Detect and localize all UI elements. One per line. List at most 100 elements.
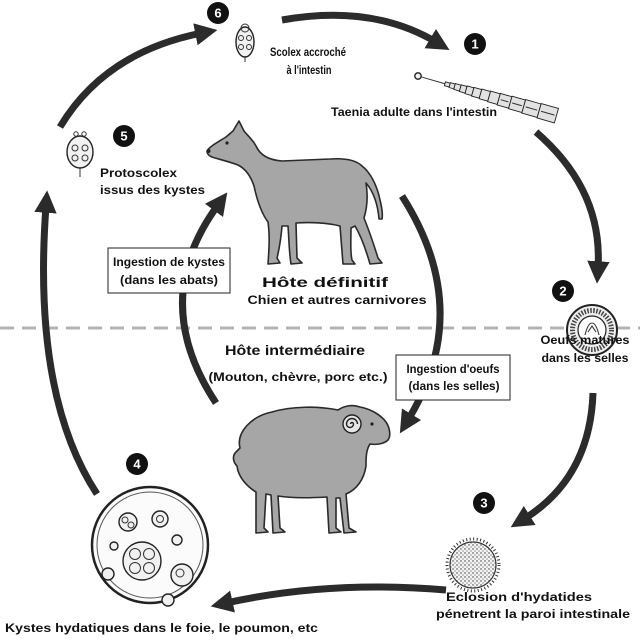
sheep-horn-spiral: [345, 417, 359, 429]
ingestion-eggs-box-frame: [395, 354, 511, 401]
proglottid-uterus: [525, 106, 538, 111]
brood-capsule: [118, 512, 138, 532]
stage-1-label-line-1: Taenia adulte dans l'intestin: [331, 105, 497, 119]
tapeworm-scolex: [414, 72, 422, 80]
protoscolex-sucker: [81, 144, 89, 152]
stage-2-badge-circle: [552, 280, 574, 302]
stage-4-badge-circle: [126, 453, 148, 475]
stage-5-label-line-2: issus des kystes: [100, 183, 205, 197]
dog-silhouette: [206, 120, 384, 265]
protoscolex-sucker: [81, 154, 89, 162]
intermediate-host-subtitle: (Mouton, chèvre, porc etc.): [209, 370, 388, 384]
scolex-sucker: [246, 44, 252, 50]
sheep-horn-base: [342, 414, 362, 434]
ingestion-cysts-line-2: (dans les abats): [120, 273, 218, 287]
brood-capsule: [109, 541, 119, 551]
dog-illustration: [206, 120, 384, 265]
proglottid-uterus: [500, 99, 509, 103]
ingestion-cysts-line-1: Ingestion de kystes: [113, 255, 225, 269]
arrow-stage5-to-stage6: [56, 23, 218, 129]
stage-1-badge-circle: [464, 33, 486, 55]
brood-capsule: [171, 534, 183, 546]
hatching-oncosphere-illustration: [445, 537, 501, 593]
stage-5-number: 5: [120, 129, 127, 144]
ingestion-cysts-box-frame: [107, 247, 231, 294]
protoscolex-in-capsule: [121, 516, 129, 524]
arrow-stage6-to-stage1: [281, 11, 450, 50]
protoscolex-in-capsule: [156, 515, 164, 523]
sheep-silhouette: [232, 404, 391, 534]
brood-capsule: [122, 541, 162, 581]
arrow-to-definitive-host: [179, 192, 228, 405]
dog-eye: [225, 141, 229, 145]
stage-5-badge: 5: [113, 125, 135, 147]
brood-capsule: [161, 593, 175, 607]
stage-6-badge: 6: [207, 2, 229, 24]
oncosphere-body: [449, 541, 497, 589]
cyst-germinal-layer: [96, 491, 204, 599]
protoscolex-hook: [81, 131, 87, 137]
adult-tapeworm-illustration: [414, 72, 560, 124]
arrow-stage1-to-stage2: [533, 129, 610, 284]
stage-1-badge: 1: [464, 33, 486, 55]
oncosphere-spikes: [445, 537, 501, 593]
brood-capsule: [170, 563, 194, 587]
protoscolex-in-capsule: [129, 562, 141, 574]
stage-3-label-line-1: Eclosion d'hydatides: [446, 590, 592, 604]
arrow-stage4-to-stage5: [34, 190, 100, 496]
protoscolex-in-capsule: [143, 562, 155, 574]
stage-6-badge-circle: [207, 2, 229, 24]
scolex-rostellum: [240, 23, 250, 33]
stage-2-label-line-1: Oeufs matures: [541, 333, 630, 347]
brood-capsule: [101, 567, 115, 581]
arrow-stage3-to-stage4: [210, 583, 447, 613]
mature-egg-illustration: [566, 304, 618, 356]
proglottid-uterus: [540, 110, 555, 116]
protoscolex-in-capsule: [127, 521, 135, 529]
ingestion-eggs-line-2: (dans les selles): [409, 379, 500, 393]
stage-4-label-line-1: Kystes hydatiques dans le foie, le poumo…: [5, 621, 318, 635]
proglottid-uterus: [512, 102, 522, 107]
stage-3-badge: 3: [473, 492, 495, 514]
protoscolex-body: [66, 135, 94, 169]
brood-capsule: [151, 510, 169, 528]
stage-2-label-line-2: dans les selles: [542, 351, 629, 365]
stage-6-label-line-2: à l'intestin: [287, 63, 332, 77]
protoscolex-sucker: [71, 144, 79, 152]
definitive-host-subtitle: Chien et autres carnivores: [248, 293, 427, 307]
ingestion-cysts-box: Ingestion de kystes (dans les abats): [107, 247, 231, 294]
tapeworm-neck: [420, 76, 446, 85]
sheep-eye: [370, 422, 374, 426]
protoscolex-hook: [73, 131, 79, 137]
stage-2-number: 2: [559, 284, 566, 299]
protoscolex-in-capsule: [129, 548, 141, 560]
stage-5-label-line-1: Protoscolex: [100, 166, 177, 180]
hydatid-cyst-illustration: [90, 485, 210, 607]
stage-6-label-line-1: Scolex accroché: [270, 45, 346, 59]
intermediate-host-title: Hôte intermédiaire: [225, 342, 365, 358]
ingestion-eggs-line-1: Ingestion d'oeufs: [407, 362, 500, 376]
scolex-sucker: [238, 44, 244, 50]
scolex-sucker: [238, 35, 244, 41]
stage-6-number: 6: [214, 6, 221, 21]
stage-5-badge-circle: [113, 125, 135, 147]
stage-4-number: 4: [133, 457, 141, 472]
definitive-host-title: Hôte définitif: [262, 274, 388, 290]
sheep-illustration: [232, 404, 391, 534]
egg-embryophore: [570, 308, 614, 352]
stage-3-label-line-2: pénetrent la paroi intestinale: [436, 607, 630, 621]
protoscolex-sucker: [71, 154, 79, 162]
stage-1-number: 1: [471, 37, 478, 52]
stage-3-number: 3: [480, 496, 487, 511]
protoscolex-in-capsule: [143, 548, 155, 560]
scolex-sucker: [246, 35, 252, 41]
egg-oncosphere: [577, 315, 607, 345]
stage-3-badge-circle: [473, 492, 495, 514]
protoscolex-illustration: [66, 131, 94, 177]
scolex-illustration: [235, 23, 255, 62]
ingestion-eggs-box: Ingestion d'oeufs (dans les selles): [395, 354, 511, 401]
stage-2-badge: 2: [552, 280, 574, 302]
egg-hooks: [584, 322, 600, 336]
arrow-stage2-to-stage3: [510, 392, 597, 528]
